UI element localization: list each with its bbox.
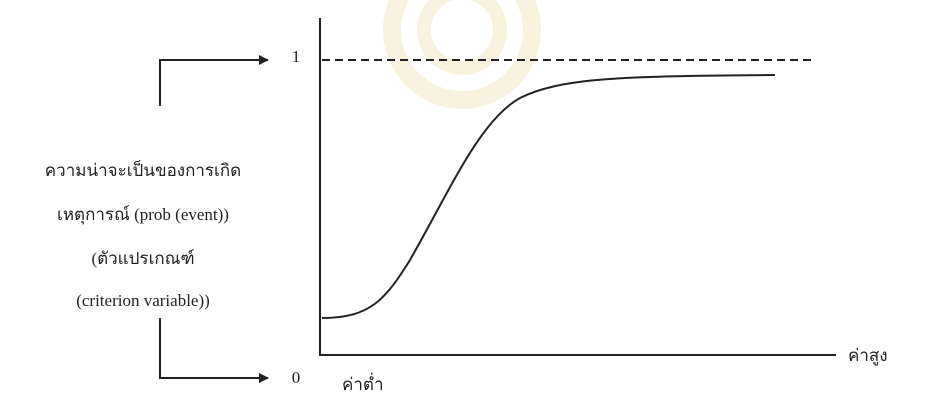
- y-axis-label: เหตุการณ์ (prob (event)): [57, 205, 229, 225]
- arrow-bottom: [160, 318, 268, 378]
- y-axis-label: (ตัวแปรเกณฑ์: [91, 249, 194, 268]
- page: {"diagram": { "y_top_label": "1", "y_bot…: [0, 0, 927, 405]
- watermark: [392, 0, 532, 100]
- y-bottom-label: 0: [292, 368, 301, 387]
- y-axis-label: (criterion variable)): [76, 291, 210, 310]
- y-axis-label: ความน่าจะเป็นของการเกิด: [45, 159, 241, 180]
- y-top-label: 1: [292, 47, 301, 66]
- x-low-label: ค่าต่ำ: [342, 372, 384, 394]
- x-high-label: ค่าสูง: [848, 346, 888, 366]
- logistic-curve: [322, 75, 775, 318]
- arrow-top: [160, 60, 268, 106]
- diagram: 1 0 ความน่าจะเป็นของการเกิด เหตุการณ์ (p…: [0, 0, 927, 405]
